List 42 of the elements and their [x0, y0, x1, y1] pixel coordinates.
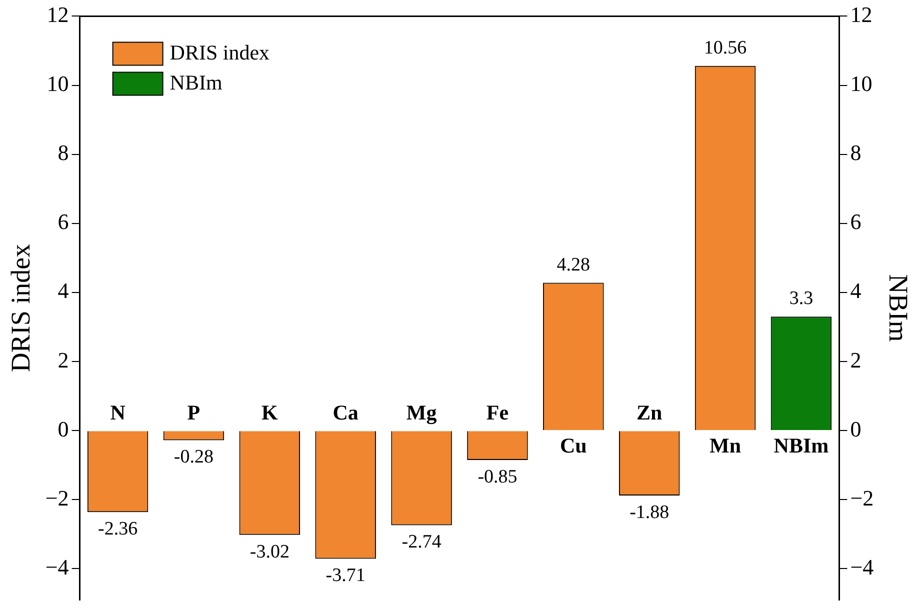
x-tick-label: Fe — [486, 400, 509, 425]
y2-tick-label: 6 — [850, 209, 862, 234]
y-tick-label: −2 — [45, 485, 69, 510]
x-tick-label: N — [110, 400, 126, 425]
data-label: 3.3 — [789, 288, 814, 310]
y-tick-label: 2 — [58, 347, 69, 372]
data-label: -3.02 — [250, 541, 290, 562]
y-tick-label: 6 — [58, 209, 69, 234]
data-label: -0.85 — [478, 466, 518, 488]
data-label: -2.36 — [98, 518, 138, 540]
data-label: -2.74 — [402, 532, 442, 553]
x-tick-label: Mg — [406, 400, 438, 425]
y-tick-label: 12 — [46, 2, 69, 27]
y-tick-label: 0 — [58, 416, 69, 442]
data-label: 10.56 — [704, 37, 747, 58]
y-tick-label: 8 — [58, 140, 69, 166]
x-tick-label: NBIm — [774, 434, 830, 458]
y2-tick-label: 8 — [850, 140, 862, 166]
y-tick-label: 10 — [46, 71, 69, 96]
x-tick-label: Cu — [560, 434, 588, 458]
y2-tick-label: −4 — [850, 554, 874, 580]
y-tick-label: −4 — [45, 554, 69, 580]
legend-label: DRIS index — [170, 40, 270, 65]
x-tick-label: P — [187, 400, 200, 425]
y-axis-title: DRIS index — [5, 243, 36, 372]
x-tick-label: K — [261, 400, 278, 425]
y-tick-label: 4 — [58, 278, 69, 304]
y2-tick-label: 4 — [850, 278, 862, 304]
x-tick-label: Mn — [710, 434, 742, 458]
y2-tick-label: 12 — [850, 2, 872, 27]
y2-tick-label: −2 — [850, 485, 874, 510]
y2-tick-label: 0 — [850, 416, 862, 442]
y2-tick-label: 2 — [850, 347, 862, 372]
data-label: -1.88 — [630, 502, 670, 523]
data-label: 4.28 — [556, 254, 590, 276]
data-label: -3.71 — [326, 565, 366, 586]
y2-tick-label: 10 — [850, 71, 872, 96]
x-tick-label: Zn — [636, 400, 663, 425]
data-label: -0.28 — [174, 446, 214, 468]
y2-axis-title: NBIm — [884, 274, 914, 342]
x-tick-label: Ca — [332, 400, 359, 425]
legend-label: NBIm — [170, 70, 222, 95]
